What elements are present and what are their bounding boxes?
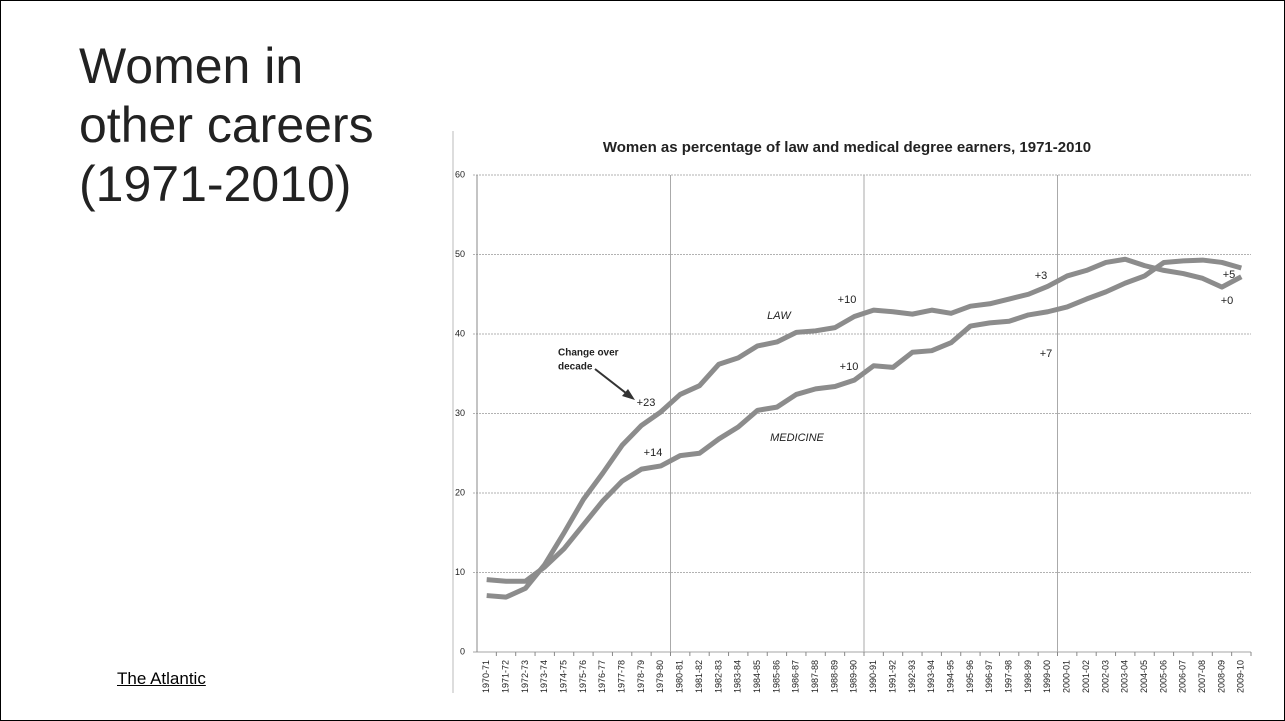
- x-tick-label: 1973-74: [539, 660, 549, 693]
- x-tick-label: 2009-10: [1236, 660, 1246, 693]
- x-tick-label: 2007-08: [1197, 660, 1207, 693]
- x-tick-label: 1988-89: [829, 660, 839, 693]
- y-tick-label: 20: [455, 487, 465, 497]
- x-tick-label: 1975-76: [578, 660, 588, 693]
- x-tick-label: 1980-81: [675, 660, 685, 693]
- y-tick-label: 10: [455, 567, 465, 577]
- x-tick-label: 1983-84: [733, 660, 743, 693]
- x-tick-label: 1982-83: [713, 660, 723, 693]
- x-tick-label: 1993-94: [926, 660, 936, 693]
- annotation: +14: [644, 447, 663, 459]
- arrow: [594, 368, 632, 398]
- annotation: decade: [558, 362, 593, 373]
- x-tick-label: 1994-95: [945, 660, 955, 693]
- x-tick-label: 1991-92: [887, 660, 897, 693]
- title-line: other careers: [79, 97, 374, 153]
- x-tick-label: 1978-79: [636, 660, 646, 693]
- source-link[interactable]: The Atlantic: [117, 669, 206, 688]
- x-tick-label: 2003-04: [1120, 660, 1130, 693]
- x-tick-label: 1996-97: [984, 660, 994, 693]
- series-line: [486, 256, 1243, 600]
- annotation: +7: [1040, 348, 1053, 360]
- annotation: +10: [840, 361, 859, 373]
- x-tick-label: 1976-77: [597, 660, 607, 693]
- series-label: MEDICINE: [770, 432, 824, 444]
- x-tick-label: 1970-71: [481, 660, 491, 693]
- x-tick-label: 1981-82: [694, 660, 704, 693]
- x-tick-label: 1990-91: [868, 660, 878, 693]
- y-tick-label: 60: [455, 169, 465, 179]
- x-tick-label: 1987-88: [810, 660, 820, 693]
- annotation: +10: [838, 294, 857, 306]
- x-tick-label: 1974-75: [558, 660, 568, 693]
- x-tick-label: 1971-72: [500, 660, 510, 693]
- x-tick-label: 1985-86: [771, 660, 781, 693]
- title-line: Women in: [79, 38, 304, 94]
- series-line: [486, 257, 1243, 584]
- x-tick-label: 1984-85: [752, 660, 762, 693]
- x-tick-label: 2005-06: [1158, 660, 1168, 693]
- title-line: (1971-2010): [79, 156, 352, 212]
- annotation: +5: [1223, 269, 1236, 281]
- x-tick-label: 1972-73: [520, 660, 530, 693]
- slide-title: Women in other careers (1971-2010): [79, 37, 374, 214]
- y-tick-label: 50: [455, 249, 465, 259]
- x-tick-label: 1977-78: [617, 660, 627, 693]
- x-tick-label: 2006-07: [1178, 660, 1188, 693]
- x-tick-label: 2001-02: [1081, 660, 1091, 693]
- arrow-head: [622, 389, 635, 400]
- y-tick-label: 0: [460, 646, 465, 656]
- x-tick-label: 2008-09: [1216, 660, 1226, 693]
- x-tick-label: 2002-03: [1100, 660, 1110, 693]
- x-tick-label: 1995-96: [965, 660, 975, 693]
- annotation: +23: [637, 397, 656, 409]
- annotation: +3: [1035, 270, 1048, 282]
- y-tick-label: 40: [455, 328, 465, 338]
- x-tick-label: 1999-00: [1042, 660, 1052, 693]
- y-tick-label: 30: [455, 408, 465, 418]
- x-tick-label: 2000-01: [1062, 660, 1072, 693]
- x-tick-label: 1992-93: [907, 660, 917, 693]
- annotation: Change over: [558, 348, 619, 359]
- series-label: LAW: [767, 310, 792, 322]
- x-tick-label: 1979-80: [655, 660, 665, 693]
- annotation: +0: [1221, 295, 1234, 307]
- x-tick-label: 2004-05: [1139, 660, 1149, 693]
- x-tick-label: 1986-87: [791, 660, 801, 693]
- x-tick-label: 1997-98: [1004, 660, 1014, 693]
- x-tick-label: 1989-90: [849, 660, 859, 693]
- chart-title: Women as percentage of law and medical d…: [603, 139, 1091, 156]
- x-tick-label: 1998-99: [1023, 660, 1033, 693]
